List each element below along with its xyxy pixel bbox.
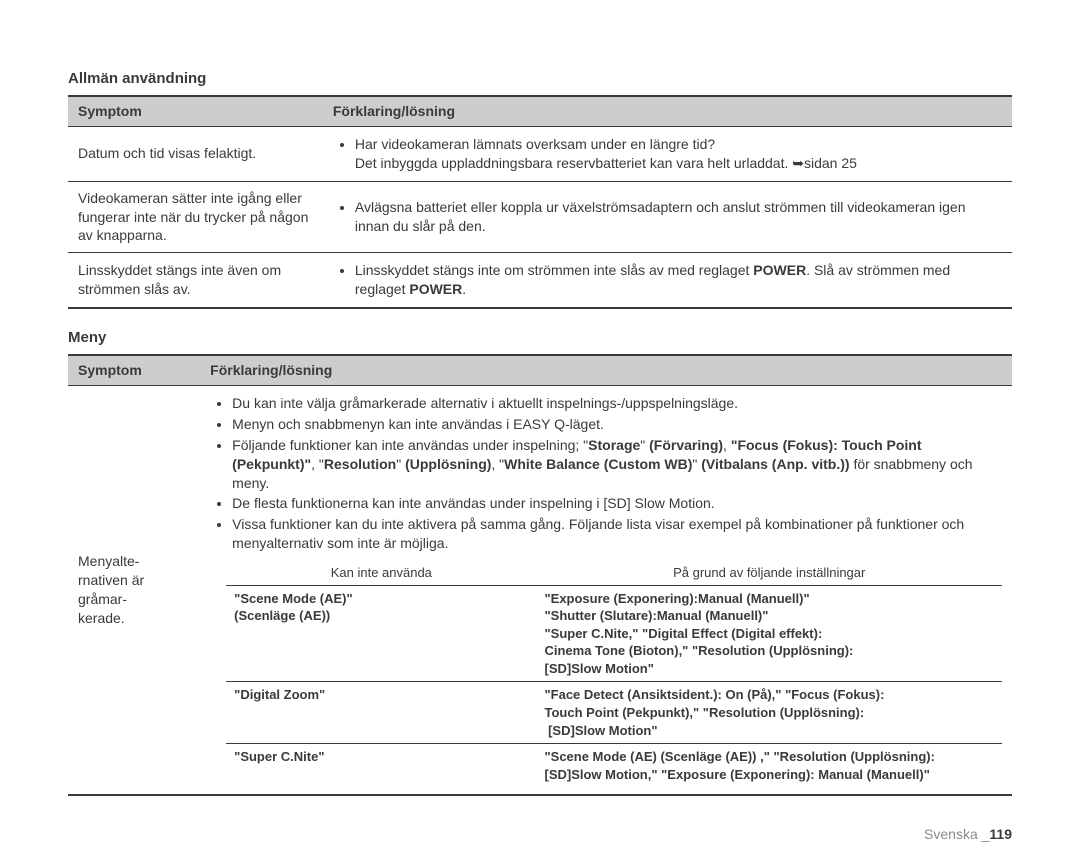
inner-because-of: "Scene Mode (AE) (Scenläge (AE)) ," "Res… [536, 744, 1002, 788]
inner-cannot-use: "Digital Zoom" [226, 682, 536, 744]
table-row-symptom: Linsskyddet stängs inte även om strömmen… [68, 253, 323, 308]
table-general-use: Symptom Förklaring/lösning Datum och tid… [68, 95, 1012, 309]
page-footer: Svenska _119 [924, 826, 1012, 842]
th-solution2: Förklaring/lösning [200, 355, 1012, 385]
th-symptom: Symptom [68, 96, 323, 126]
th-symptom2: Symptom [68, 355, 200, 385]
inner-because-of: "Face Detect (Ansiktsident.): On (På)," … [536, 682, 1002, 744]
table-row-symptom: Videokameran sätter inte igång eller fun… [68, 181, 323, 253]
inner-limits-table: Kan inte använda På grund av följande in… [226, 560, 1002, 787]
table-row-symptom: Datum och tid visas felaktigt. [68, 126, 323, 181]
menu-solution: Du kan inte välja gråmarkerade alternati… [200, 386, 1012, 796]
footer-language: Svenska _ [924, 826, 989, 842]
inner-cannot-use: "Scene Mode (AE)"(Scenläge (AE)) [226, 585, 536, 682]
section1-title: Allmän användning [68, 70, 1012, 87]
table-row-solution: Avlägsna batteriet eller koppla ur växel… [323, 181, 1012, 253]
inner-cannot-use: "Super C.Nite" [226, 744, 536, 788]
table-menu: Symptom Förklaring/lösning Menyalte-rnat… [68, 354, 1012, 796]
table-row-solution: Har videokameran lämnats overksam under … [323, 126, 1012, 181]
table-row-solution: Linsskyddet stängs inte om strömmen inte… [323, 253, 1012, 308]
menu-symptom: Menyalte-rnativen är gråmar-kerade. [68, 386, 200, 796]
th-solution: Förklaring/lösning [323, 96, 1012, 126]
inner-head-right: På grund av följande inställningar [536, 560, 1002, 585]
section2-title: Meny [68, 329, 1012, 346]
inner-because-of: "Exposure (Exponering):Manual (Manuell)"… [536, 585, 1002, 682]
inner-head-left: Kan inte använda [226, 560, 536, 585]
footer-page-number: 119 [989, 826, 1012, 842]
